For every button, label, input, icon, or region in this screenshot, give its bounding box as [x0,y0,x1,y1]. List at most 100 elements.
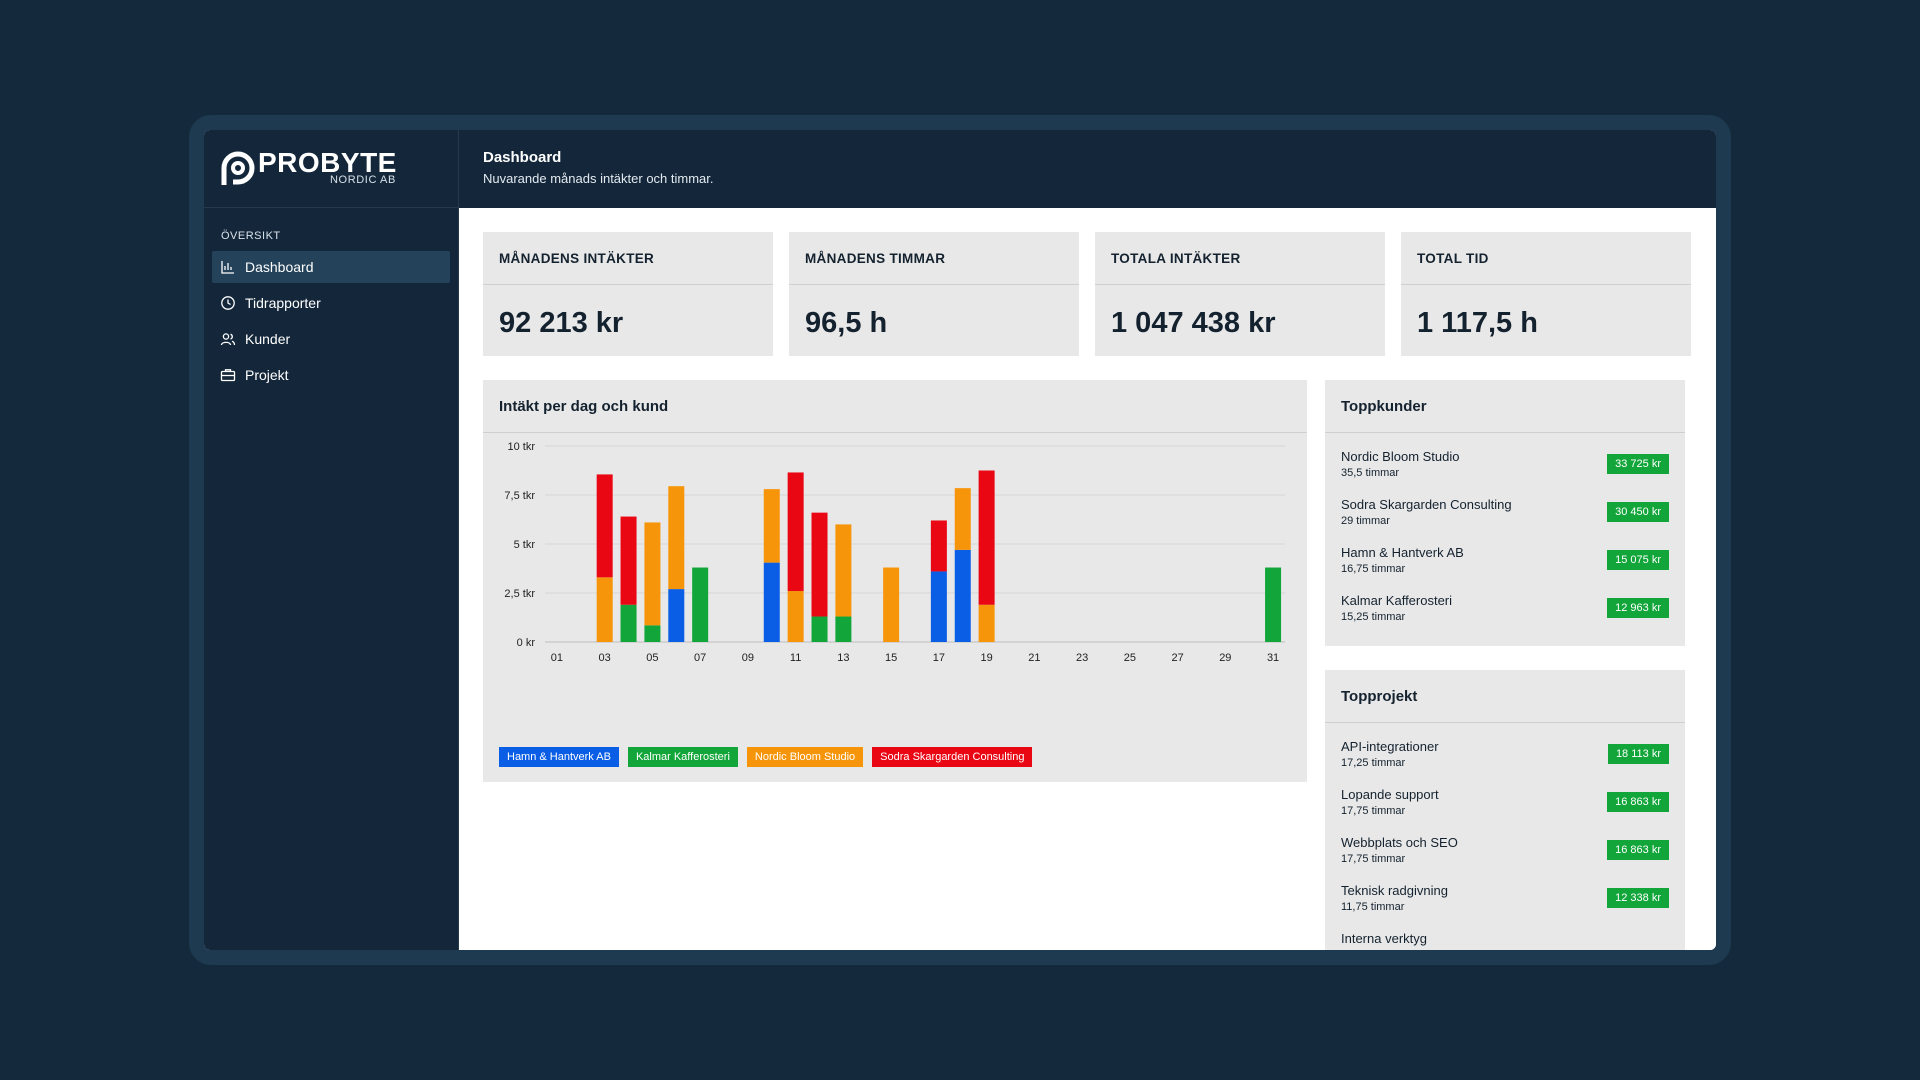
brand-name: PROBYTE [258,147,397,178]
stat-label: TOTALA INTÄKTER [1095,232,1385,285]
amount-badge: 18 113 kr [1607,744,1669,764]
x-tick-label: 27 [1171,652,1183,664]
list-item[interactable]: Interna verktyg [1325,925,1685,950]
bar-segment [692,567,709,642]
x-tick-label: 17 [933,652,945,664]
nav-section-label: ÖVERSIKT [221,230,281,242]
y-tick-label: 2,5 tkr [504,588,535,600]
top-projects-card: Topprojekt API-integrationer 17,25 timmar… [1325,670,1685,950]
item-hours: 15,25 timmar [1341,611,1406,623]
list-item[interactable]: Kalmar Kafferosteri 15,25 timmar 12 963 kr [1325,587,1685,635]
bar-segment [930,520,947,572]
bar-chart-icon [220,259,236,275]
sidebar-item-tidrapporter[interactable]: Tidrapporter [212,287,450,319]
stat-value: 92 213 kr [499,307,624,339]
item-hours: 35,5 timmar [1341,467,1400,479]
bar-segment [978,604,995,642]
x-tick-label: 23 [1076,652,1088,664]
bar-segment [835,616,852,642]
legend-item[interactable]: Hamn & Hantverk AB [499,747,619,767]
bar-segment [620,516,637,605]
stat-card-monthly-revenue: MÅNADENS INTÄKTER 92 213 kr [483,232,773,356]
x-tick-label: 29 [1219,652,1231,664]
top-projects-title: Topprojekt [1325,670,1685,723]
x-tick-label: 01 [551,652,563,664]
bar-segment [883,567,900,642]
top-customers-list: Nordic Bloom Studio 35,5 timmar 33 725 kr S… [1325,433,1685,635]
list-item[interactable]: API-integrationer 17,25 timmar 18 113 kr [1325,733,1685,781]
bar-segment [811,512,828,617]
top-projects-list: API-integrationer 17,25 timmar 18 113 kr Lo… [1325,723,1685,950]
sidebar-nav: Dashboard Tidrapporter [204,251,458,391]
item-hours: 29 timmar [1341,515,1390,527]
bar-segment [835,524,852,617]
amount-badge: 30 450 kr [1607,502,1669,522]
sidebar-item-label: Dashboard [245,259,314,275]
x-tick-label: 07 [694,652,706,664]
sidebar-item-projekt[interactable]: Projekt [212,359,450,391]
bar-segment [620,604,637,642]
bar-segment [954,549,971,642]
top-customers-title: Toppkunder [1325,380,1685,433]
sidebar-item-kunder[interactable]: Kunder [212,323,450,355]
x-tick-label: 25 [1124,652,1136,664]
stat-label: MÅNADENS INTÄKTER [483,232,773,285]
amount-badge: 12 338 kr [1607,888,1669,908]
bar-segment [668,486,685,590]
bar-segment [596,577,613,642]
briefcase-icon [220,367,236,383]
top-customers-card: Toppkunder Nordic Bloom Studio 35,5 timma… [1325,380,1685,646]
list-item[interactable]: Teknisk radgivning 11,75 timmar 12 338 kr [1325,877,1685,925]
item-name: Nordic Bloom Studio [1341,449,1460,464]
brand-subtitle: NORDIC AB [330,174,396,186]
item-hours: 11,75 timmar [1341,901,1405,913]
amount-badge: 33 725 kr [1607,454,1669,474]
y-tick-label: 7,5 tkr [504,490,535,502]
amount-badge: 16 863 kr [1607,840,1669,860]
list-item[interactable]: Hamn & Hantverk AB 16,75 timmar 15 075 kr [1325,539,1685,587]
x-tick-label: 05 [646,652,658,664]
bar-segment [787,472,804,592]
amount-badge: 12 963 kr [1607,598,1669,618]
bar-segment [644,522,661,626]
item-name: Kalmar Kafferosteri [1341,593,1453,608]
bar-segment [668,589,685,642]
legend-item[interactable]: Kalmar Kafferosteri [627,747,738,767]
x-tick-label: 15 [885,652,897,664]
bar-segment [978,470,995,605]
chart-legend: Hamn & Hantverk AB Kalmar Kafferosteri Nor… [499,747,1033,767]
bar-segment [787,591,804,642]
stat-value: 1 047 438 kr [1111,307,1276,339]
item-hours: 16,75 timmar [1341,563,1406,575]
list-item[interactable]: Webbplats och SEO 17,75 timmar 16 863 kr [1325,829,1685,877]
y-tick-label: 10 tkr [507,441,535,453]
legend-item[interactable]: Nordic Bloom Studio [746,747,864,767]
x-tick-label: 03 [599,652,611,664]
y-tick-label: 0 kr [517,637,536,649]
item-name: Hamn & Hantverk AB [1341,545,1464,560]
sidebar-item-label: Projekt [245,367,289,383]
revenue-chart-card: Intäkt per dag och kund 0 kr 2,5 tkr 5 tkr… [483,380,1307,782]
users-icon [220,331,236,347]
sidebar-item-label: Tidrapporter [245,295,321,311]
page-title: Dashboard [483,149,562,166]
item-hours: 17,75 timmar [1341,853,1406,865]
bar-segment [763,489,780,563]
sidebar-item-label: Kunder [245,331,291,347]
sidebar: PROBYTE NORDIC AB ÖVERSIKT Dashboard [204,130,459,950]
device-frame: PROBYTE NORDIC AB ÖVERSIKT Dashboard [189,115,1731,965]
list-item[interactable]: Nordic Bloom Studio 35,5 timmar 33 725 kr [1325,443,1685,491]
topbar: Dashboard Nuvarande månads intäkter och … [459,130,1716,208]
app-window: PROBYTE NORDIC AB ÖVERSIKT Dashboard [204,130,1716,950]
x-tick-label: 31 [1267,652,1279,664]
legend-item[interactable]: Sodra Skargarden Consulting [872,747,1033,767]
bar-segment [644,625,661,642]
item-name: API-integrationer [1341,739,1439,754]
sidebar-item-dashboard[interactable]: Dashboard [212,251,450,283]
list-item[interactable]: Lopande support 17,75 timmar 16 863 kr [1325,781,1685,829]
page-subtitle: Nuvarande månads intäkter och timmar. [483,171,714,186]
list-item[interactable]: Sodra Skargarden Consulting 29 timmar 30 4… [1325,491,1685,539]
amount-badge: 15 075 kr [1607,550,1669,570]
bar-segment [954,488,971,550]
item-name: Webbplats och SEO [1341,835,1458,850]
